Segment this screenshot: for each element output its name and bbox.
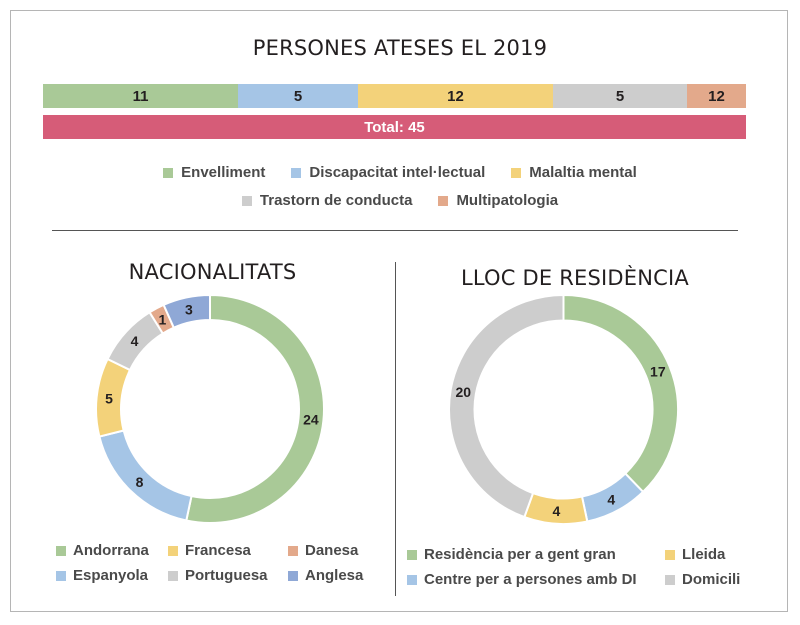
legend-swatch bbox=[438, 195, 449, 206]
legend-item-lleida: Lleida bbox=[665, 546, 775, 563]
bar-segment-trastorn-de-conducta: 5 bbox=[553, 84, 687, 108]
residence-legend: Residència per a gent gran Lleida Centre p… bbox=[407, 546, 775, 588]
residence-label-residencia-per-a-gent-gran: 17 bbox=[650, 363, 666, 379]
vertical-divider bbox=[395, 262, 396, 596]
chart-title: PERSONES ATESES EL 2019 bbox=[252, 36, 548, 60]
nationalities-slice-andorrana bbox=[185, 293, 325, 524]
legend-swatch bbox=[665, 574, 675, 585]
nationalities-donut: 24 8 5 4 1 3 bbox=[95, 293, 325, 524]
legend-item-centre-per-a-persones-amb-di: Centre per a persones amb DI bbox=[407, 571, 665, 588]
nationalities-label-espanyola: 8 bbox=[136, 474, 144, 490]
residence-slice-residencia-per-a-gent-gran bbox=[562, 293, 679, 494]
legend-label: Malaltia mental bbox=[529, 164, 637, 181]
bar-segment-malaltia-mental: 12 bbox=[358, 84, 553, 108]
bar-segment-envelliment: 11 bbox=[43, 84, 238, 108]
legend-item-multipatologia: Multipatologia bbox=[438, 192, 558, 209]
residence-label-domicili: 20 bbox=[456, 384, 472, 400]
nationalities-label-danesa: 1 bbox=[158, 311, 166, 327]
total-bar: Total: 45 bbox=[43, 115, 746, 139]
legend-label: Lleida bbox=[682, 546, 726, 563]
stacked-bar: 11 5 12 5 12 bbox=[43, 84, 746, 108]
nationalities-label-anglesa: 3 bbox=[185, 302, 193, 318]
bar-segment-discapacitat-intel-lectual: 5 bbox=[238, 84, 358, 108]
legend-swatch bbox=[56, 570, 66, 581]
legend-item-domicili: Domicili bbox=[665, 571, 775, 588]
legend-swatch bbox=[288, 545, 298, 556]
legend-label: Residència per a gent gran bbox=[424, 546, 616, 563]
bar-legend-row-2: Trastorn de conducta Multipatologia bbox=[0, 192, 800, 209]
legend-swatch bbox=[665, 549, 675, 560]
legend-swatch bbox=[56, 545, 66, 556]
legend-label: Centre per a persones amb DI bbox=[424, 571, 637, 588]
legend-label: Francesa bbox=[185, 542, 251, 559]
legend-label: Andorrana bbox=[73, 542, 149, 559]
residence-title: LLOC DE RESIDÈNCIA bbox=[461, 266, 689, 290]
legend-swatch bbox=[511, 167, 522, 178]
nationalities-slice-espanyola bbox=[98, 429, 193, 522]
legend-swatch bbox=[241, 195, 252, 206]
legend-item-danesa: Danesa bbox=[288, 542, 378, 559]
legend-swatch bbox=[291, 167, 302, 178]
legend-label: Portuguesa bbox=[185, 567, 268, 584]
residence-label-lleida: 4 bbox=[553, 503, 561, 519]
legend-label: Anglesa bbox=[305, 567, 364, 584]
legend-swatch bbox=[168, 570, 178, 581]
chart-frame bbox=[10, 10, 788, 612]
nationalities-slice-francesa bbox=[95, 357, 132, 438]
legend-label: Danesa bbox=[305, 542, 359, 559]
legend-label: Discapacitat intel·lectual bbox=[309, 164, 486, 181]
nationalities-slice-anglesa bbox=[162, 293, 211, 330]
legend-item-residencia-per-a-gent-gran: Residència per a gent gran bbox=[407, 546, 665, 563]
legend-item-andorrana: Andorrana bbox=[56, 542, 168, 559]
legend-swatch bbox=[168, 545, 178, 556]
legend-label: Espanyola bbox=[73, 567, 149, 584]
bar-legend-row-1: Envelliment Discapacitat intel·lectual Mal… bbox=[0, 164, 800, 181]
legend-label: Envelliment bbox=[181, 164, 266, 181]
horizontal-divider bbox=[52, 230, 738, 231]
legend-item-malaltia-mental: Malaltia mental bbox=[511, 164, 637, 181]
legend-label: Multipatologia bbox=[456, 192, 559, 209]
nationalities-label-francesa: 5 bbox=[105, 390, 113, 406]
legend-swatch bbox=[288, 570, 298, 581]
residence-label-centre-per-a-persones-amb-di: 4 bbox=[607, 491, 615, 507]
legend-label: Trastorn de conducta bbox=[259, 192, 413, 209]
bar-segment-multipatologia: 12 bbox=[687, 84, 746, 108]
legend-item-discapacitat-intel-lectual: Discapacitat intel·lectual bbox=[291, 164, 485, 181]
legend-item-espanyola: Espanyola bbox=[56, 567, 168, 584]
legend-item-portuguesa: Portuguesa bbox=[168, 567, 288, 584]
legend-item-trastorn-de-conducta: Trastorn de conducta bbox=[241, 192, 413, 209]
residence-donut: 17 4 4 20 bbox=[448, 293, 679, 525]
nationalities-label-andorrana: 24 bbox=[303, 412, 319, 428]
legend-swatch bbox=[163, 167, 174, 178]
nationalities-legend: Andorrana Francesa Danesa Espanyola Portugue… bbox=[56, 542, 378, 584]
legend-item-francesa: Francesa bbox=[168, 542, 288, 559]
residence-slice-domicili bbox=[448, 293, 565, 519]
legend-item-envelliment: Envelliment bbox=[163, 164, 265, 181]
legend-item-anglesa: Anglesa bbox=[288, 567, 378, 584]
legend-swatch bbox=[407, 574, 417, 585]
nationalities-title: NACIONALITATS bbox=[128, 260, 297, 284]
legend-label: Domicili bbox=[682, 571, 741, 588]
nationalities-label-portuguesa: 4 bbox=[131, 333, 139, 349]
legend-swatch bbox=[407, 549, 417, 560]
